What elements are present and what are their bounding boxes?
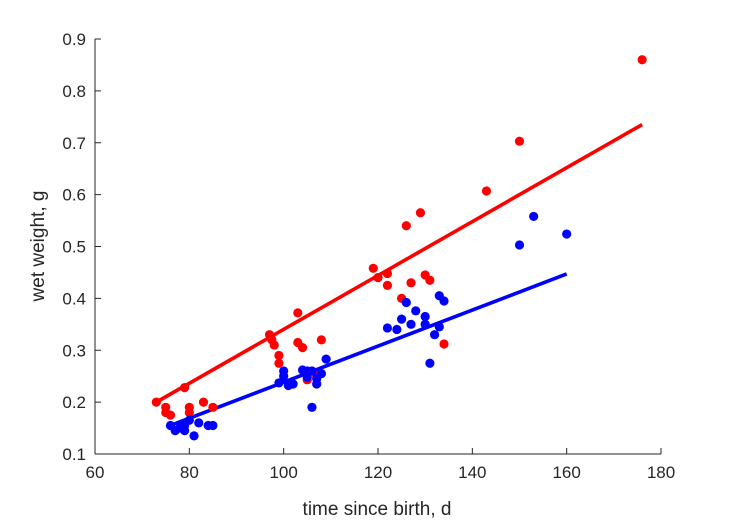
data-point-series-2 — [392, 324, 402, 335]
data-point-series-1 — [269, 340, 279, 350]
data-point-series-1 — [481, 186, 492, 196]
data-point-series-1 — [274, 358, 284, 368]
data-point-series-1 — [151, 397, 161, 407]
data-point-series-2 — [420, 311, 430, 322]
data-point-series-2 — [430, 330, 440, 340]
y-tick-label: 0.6 — [62, 186, 86, 205]
x-tick-label: 100 — [269, 463, 297, 482]
data-point-series-2 — [208, 420, 218, 431]
data-point-series-2 — [279, 371, 289, 381]
data-point-series-1 — [401, 221, 411, 231]
x-tick-label: 60 — [86, 463, 105, 482]
data-point-series-1 — [514, 136, 525, 146]
data-point-series-2 — [312, 379, 322, 389]
data-point-series-2 — [307, 366, 317, 376]
x-tick-label: 140 — [458, 463, 486, 482]
data-point-series-1 — [368, 263, 378, 273]
data-point-series-2 — [420, 319, 430, 329]
data-point-series-2 — [274, 378, 284, 388]
data-point-series-2 — [302, 372, 312, 382]
data-point-series-1 — [373, 273, 383, 283]
data-point-series-2 — [411, 306, 421, 316]
data-point-series-1 — [297, 343, 308, 353]
axes: 60 80 100 120 140 160 180 0.1 0.2 0.3 0.4 0.5 0.6 0.7… — [62, 30, 675, 482]
y-tick-label: 0.8 — [62, 82, 86, 101]
data-point-series-1 — [180, 383, 190, 393]
data-point-series-2 — [194, 418, 204, 428]
data-point-series-1 — [208, 402, 218, 412]
x-tick-label: 120 — [364, 463, 392, 482]
data-point-series-1 — [415, 208, 426, 218]
y-tick-label: 0.7 — [62, 134, 86, 153]
data-point-series-2 — [307, 402, 317, 412]
y-tick-label: 0.4 — [62, 289, 86, 308]
data-point-series-2 — [406, 319, 416, 329]
data-point-series-1 — [184, 407, 194, 418]
x-tick-label: 180 — [647, 463, 675, 482]
data-point-series-1 — [382, 268, 393, 279]
y-tick-label: 0.9 — [62, 30, 86, 49]
data-point-series-2 — [562, 229, 572, 239]
x-tick-label: 160 — [552, 463, 580, 482]
data-point-series-2 — [321, 354, 331, 364]
data-point-series-1 — [637, 55, 647, 65]
y-tick-label: 0.1 — [62, 445, 86, 464]
y-tick-label: 0.2 — [62, 393, 86, 412]
data-point-series-2 — [184, 415, 194, 425]
data-point-series-1 — [293, 308, 303, 318]
data-point-series-1 — [406, 278, 416, 288]
data-point-series-1 — [316, 335, 326, 345]
data-point-series-2 — [180, 426, 190, 436]
plot-area — [151, 55, 647, 441]
fit-line-series-1 — [155, 123, 644, 404]
data-point-series-1 — [198, 397, 209, 407]
data-point-series-2 — [514, 240, 525, 250]
data-point-series-2 — [439, 296, 449, 306]
data-point-series-2 — [382, 323, 393, 333]
data-point-series-1 — [274, 350, 284, 361]
data-point-series-2 — [434, 322, 444, 332]
data-point-series-1 — [382, 280, 393, 291]
data-point-series-2 — [401, 297, 411, 308]
data-point-series-2 — [189, 431, 199, 441]
y-axis-title: wet weight, g — [28, 191, 49, 303]
data-point-series-1 — [165, 410, 176, 420]
data-point-series-2 — [288, 379, 298, 389]
y-tick-label: 0.3 — [62, 341, 86, 360]
y-tick-label: 0.5 — [62, 238, 86, 257]
data-point-series-1 — [439, 339, 449, 349]
x-axis-title: time since birth, d — [303, 499, 452, 520]
data-point-series-1 — [425, 275, 435, 285]
data-point-series-2 — [529, 211, 539, 222]
fit-line-series-2 — [169, 272, 568, 428]
data-point-series-2 — [316, 368, 326, 379]
x-tick-label: 80 — [180, 463, 199, 482]
data-point-series-2 — [396, 314, 407, 324]
data-point-series-2 — [425, 358, 435, 368]
